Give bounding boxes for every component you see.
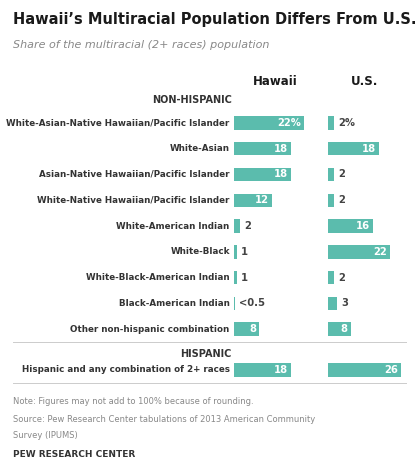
Bar — [328, 219, 373, 233]
Text: Note: Figures may not add to 100% because of rounding.: Note: Figures may not add to 100% becaus… — [13, 397, 253, 406]
Text: 18: 18 — [362, 144, 376, 154]
Text: 22: 22 — [373, 247, 387, 257]
Text: White-Black-American Indian: White-Black-American Indian — [86, 273, 230, 282]
Text: 8: 8 — [249, 324, 256, 334]
Text: White-Asian-Native Hawaiian/Pacific Islander: White-Asian-Native Hawaiian/Pacific Isla… — [6, 118, 230, 127]
Bar — [328, 168, 334, 181]
Bar — [234, 116, 304, 130]
Text: 2: 2 — [244, 221, 251, 231]
Bar — [234, 271, 237, 284]
Text: 2: 2 — [338, 195, 345, 205]
Text: White-Native Hawaiian/Pacific Islander: White-Native Hawaiian/Pacific Islander — [37, 196, 230, 205]
Bar — [234, 297, 235, 310]
Text: White-American Indian: White-American Indian — [116, 221, 230, 231]
Bar — [328, 363, 402, 376]
Text: 16: 16 — [356, 221, 370, 231]
Text: Survey (IPUMS): Survey (IPUMS) — [13, 431, 77, 440]
Text: 12: 12 — [255, 195, 269, 205]
Text: Asian-Native Hawaiian/Pacific Islander: Asian-Native Hawaiian/Pacific Islander — [39, 170, 230, 179]
Bar — [328, 142, 379, 156]
Bar — [328, 297, 337, 310]
Text: NON-HISPANIC: NON-HISPANIC — [152, 94, 232, 105]
Bar — [328, 116, 334, 130]
Bar — [234, 245, 237, 258]
Text: PEW RESEARCH CENTER: PEW RESEARCH CENTER — [13, 450, 135, 459]
Text: 18: 18 — [274, 144, 288, 154]
Text: Source: Pew Research Center tabulations of 2013 American Community: Source: Pew Research Center tabulations … — [13, 415, 315, 423]
Text: 8: 8 — [341, 324, 348, 334]
Bar — [234, 322, 259, 336]
Text: Black-American Indian: Black-American Indian — [119, 299, 230, 308]
Text: White-Black: White-Black — [170, 247, 230, 256]
Text: White-Asian: White-Asian — [170, 144, 230, 153]
Text: 2%: 2% — [338, 118, 355, 128]
Text: 26: 26 — [384, 365, 398, 375]
Text: U.S.: U.S. — [351, 75, 379, 88]
Text: 1: 1 — [241, 247, 248, 257]
Text: 3: 3 — [341, 298, 348, 308]
Bar — [234, 194, 272, 207]
Text: HISPANIC: HISPANIC — [180, 350, 232, 360]
Text: 1: 1 — [241, 273, 248, 282]
Text: Hispanic and any combination of 2+ races: Hispanic and any combination of 2+ races — [22, 366, 230, 375]
Text: Share of the multiracial (2+ races) population: Share of the multiracial (2+ races) popu… — [13, 40, 269, 50]
Text: Hawaii: Hawaii — [253, 75, 297, 88]
Text: 2: 2 — [338, 273, 345, 282]
Text: Other non-hispanic combination: Other non-hispanic combination — [71, 325, 230, 334]
Text: Hawaii’s Multiracial Population Differs From U.S.: Hawaii’s Multiracial Population Differs … — [13, 12, 416, 27]
Bar — [328, 271, 334, 284]
Bar — [234, 168, 291, 181]
Bar — [234, 142, 291, 156]
Bar — [328, 245, 390, 258]
Text: 18: 18 — [274, 170, 288, 180]
Text: 22%: 22% — [277, 118, 301, 128]
Bar — [328, 194, 334, 207]
Bar — [234, 219, 240, 233]
Bar — [328, 322, 351, 336]
Text: <0.5: <0.5 — [239, 298, 265, 308]
Text: 18: 18 — [274, 365, 288, 375]
Text: 2: 2 — [338, 170, 345, 180]
Bar — [234, 363, 291, 376]
